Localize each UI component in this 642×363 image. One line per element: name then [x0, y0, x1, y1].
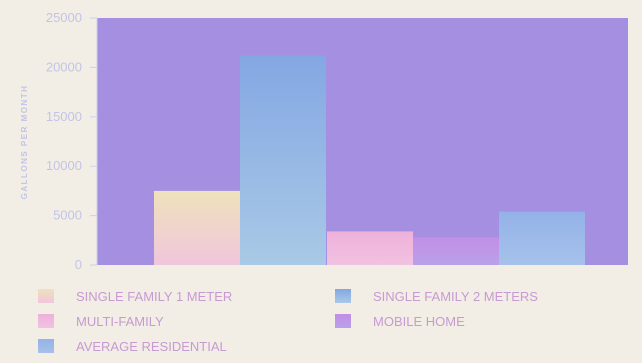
- legend-item: MOBILE HOME: [335, 314, 465, 329]
- legend-swatch: [38, 314, 54, 328]
- bar-mobile-home: [413, 237, 499, 265]
- legend-label: AVERAGE RESIDENTIAL: [76, 339, 227, 354]
- bar-single-family-1-meter: [154, 190, 240, 265]
- legend-label: SINGLE FAMILY 1 METER: [76, 289, 232, 304]
- y-tick-label: 25000: [46, 10, 82, 25]
- legend-item: AVERAGE RESIDENTIAL: [38, 339, 227, 354]
- legend-label: MULTI-FAMILY: [76, 314, 164, 329]
- y-axis: 0 5000 10000 15000 20000 25000: [46, 10, 98, 272]
- y-tick-label: 5000: [53, 208, 82, 223]
- y-axis-title: GALLONS PER MONTH: [20, 85, 29, 200]
- legend-item: SINGLE FAMILY 1 METER: [38, 289, 232, 304]
- legend-swatch: [38, 339, 54, 353]
- legend-swatch: [335, 314, 351, 328]
- bar-average-residential: [499, 211, 585, 265]
- y-tick-label: 0: [75, 257, 82, 272]
- y-tick-label: 20000: [46, 59, 82, 74]
- bar-multi-family: [327, 231, 413, 265]
- legend-item: SINGLE FAMILY 2 METERS: [335, 289, 538, 304]
- legend-item: MULTI-FAMILY: [38, 314, 164, 329]
- y-tick-label: 15000: [46, 109, 82, 124]
- legend-swatch: [335, 289, 351, 303]
- bar-single-family-2-meters: [240, 55, 326, 265]
- legend: SINGLE FAMILY 1 METER SINGLE FAMILY 2 MET…: [38, 289, 538, 354]
- legend-label: MOBILE HOME: [373, 314, 465, 329]
- legend-swatch: [38, 289, 54, 303]
- legend-label: SINGLE FAMILY 2 METERS: [373, 289, 538, 304]
- bars: [154, 55, 585, 265]
- y-tick-label: 10000: [46, 158, 82, 173]
